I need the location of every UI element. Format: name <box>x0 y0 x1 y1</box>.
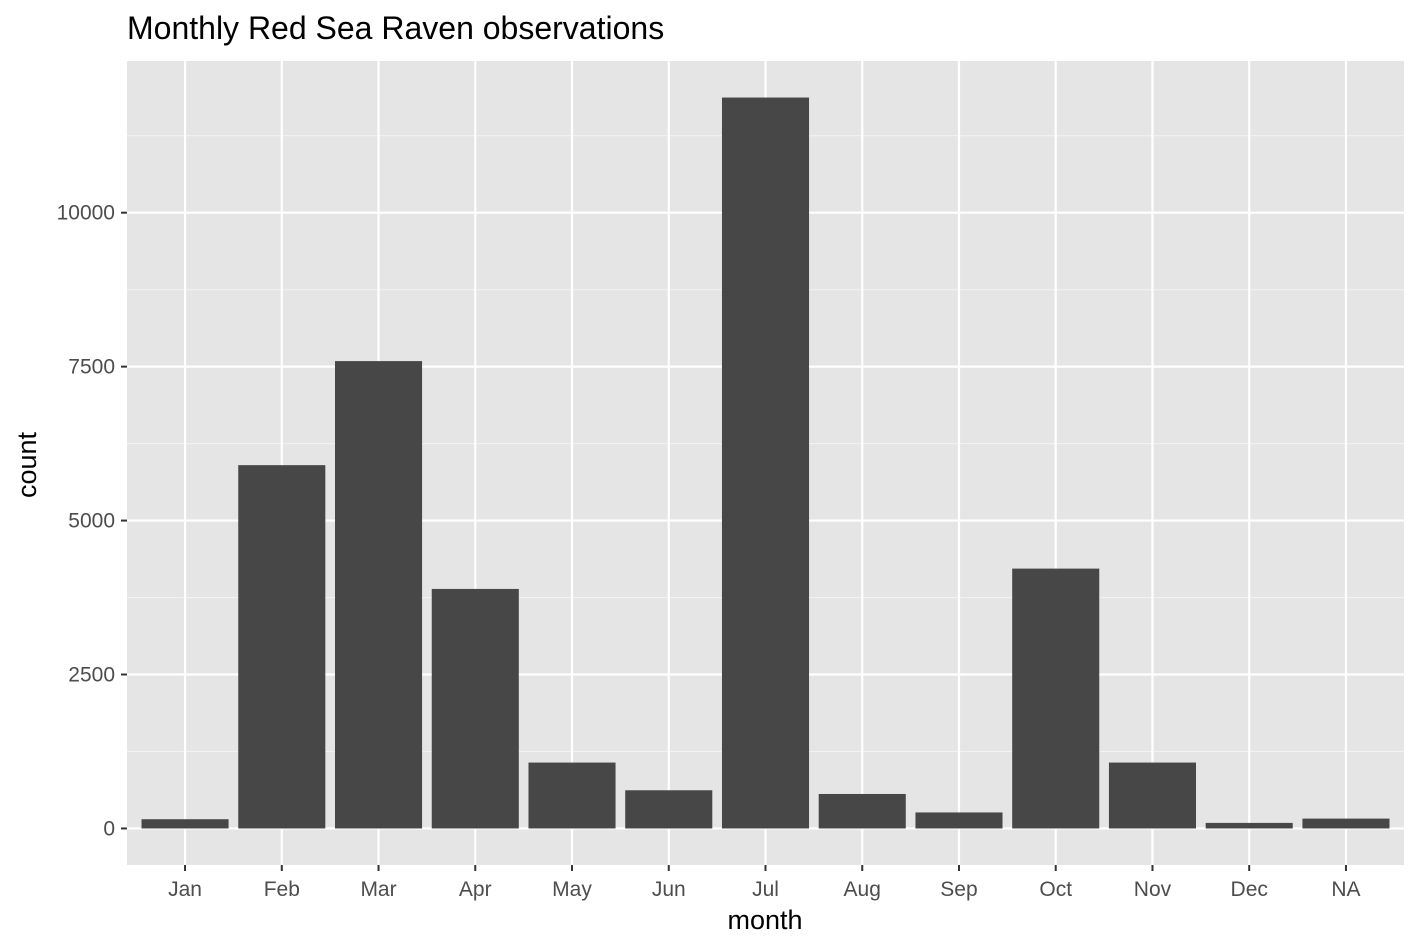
bar-oct <box>1012 568 1100 829</box>
bar-nov <box>1108 762 1197 829</box>
bar-apr <box>431 588 519 829</box>
bar-jul <box>721 97 810 829</box>
x-tick-label: Jul <box>752 878 779 901</box>
y-tick-label: 5000 <box>68 510 115 533</box>
bar-dec <box>1205 822 1293 829</box>
x-tick-label: Jun <box>652 878 686 901</box>
bar-mar <box>334 361 423 829</box>
x-axis: Jan Feb Mar Apr May Jun Jul Aug Sep Oct Nov Dec NA <box>168 865 1361 901</box>
chart-title: Monthly Red Sea Raven observations <box>127 10 664 46</box>
y-tick-label: 2500 <box>68 664 115 687</box>
x-tick-label: Nov <box>1134 878 1172 901</box>
bar-jun <box>625 790 713 829</box>
bar-na <box>1302 818 1390 829</box>
bar-aug <box>818 793 906 829</box>
x-tick-label: Dec <box>1231 878 1268 901</box>
y-tick-label: 0 <box>103 817 115 840</box>
y-axis-title: count <box>12 431 42 498</box>
x-tick-label: Feb <box>264 878 300 901</box>
bar-jan <box>141 819 229 829</box>
x-axis-title: month <box>727 905 802 935</box>
bar-may <box>528 762 616 829</box>
bars <box>141 97 1390 829</box>
y-axis: 0 2500 5000 7500 10000 <box>57 202 127 840</box>
x-tick-label: Sep <box>940 878 977 901</box>
x-tick-label: May <box>552 878 592 901</box>
x-tick-label: Apr <box>459 878 492 901</box>
y-tick-label: 7500 <box>68 356 115 379</box>
x-tick-label: Oct <box>1039 878 1072 901</box>
x-tick-label: NA <box>1331 878 1360 901</box>
x-tick-label: Aug <box>844 878 881 901</box>
x-tick-label: Mar <box>360 878 396 901</box>
bar-sep <box>915 812 1003 829</box>
x-tick-label: Jan <box>168 878 202 901</box>
y-tick-label: 10000 <box>57 202 115 225</box>
bar-feb <box>238 465 326 829</box>
